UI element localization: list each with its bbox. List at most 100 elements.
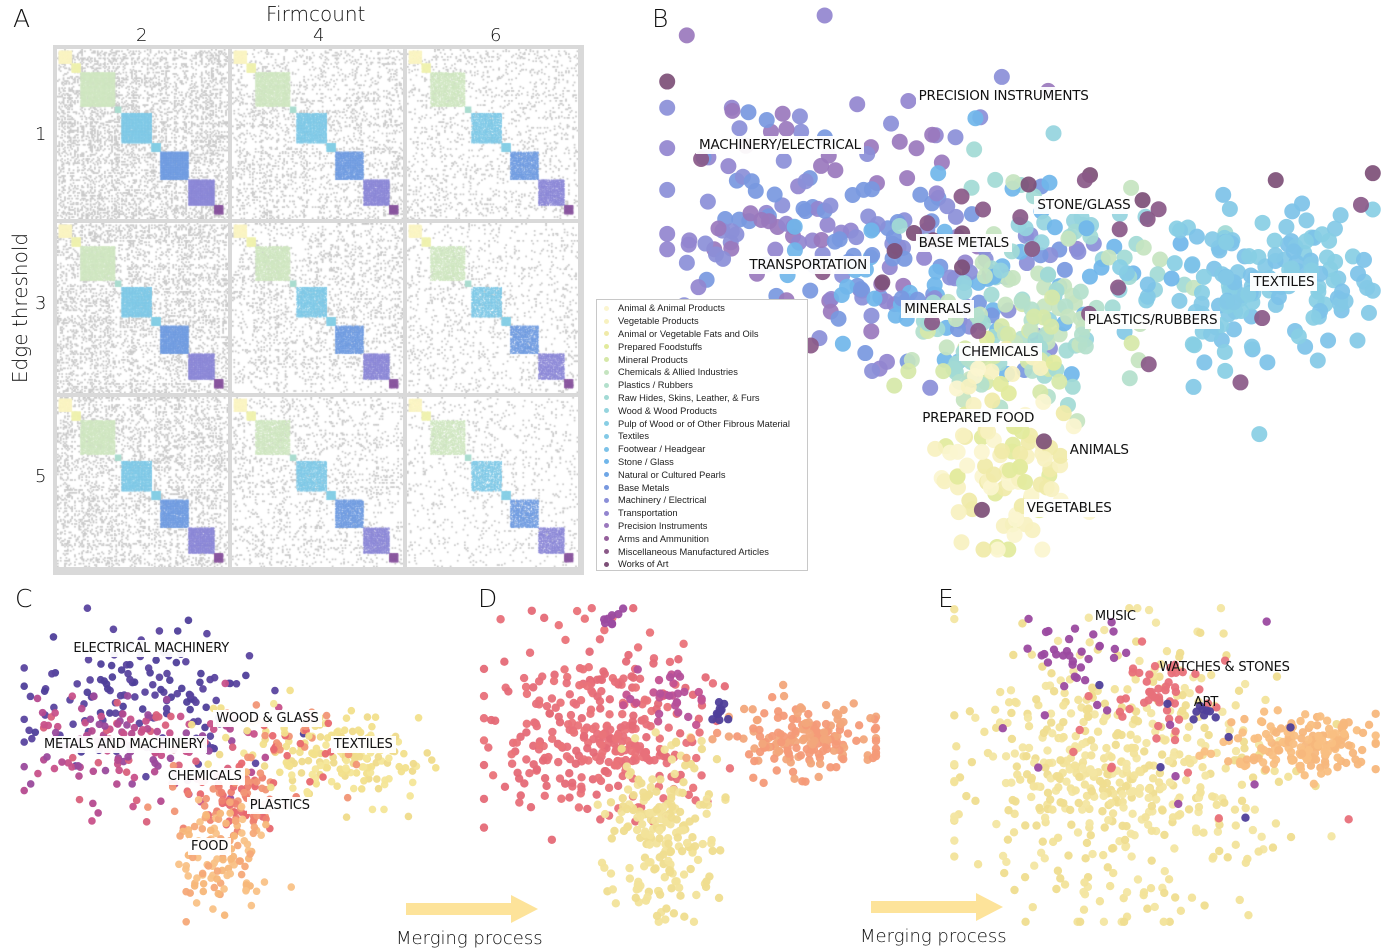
- data-point: [548, 727, 557, 737]
- data-point: [600, 809, 610, 819]
- data-point: [68, 753, 77, 762]
- data-point: [260, 762, 269, 770]
- data-point: [183, 698, 191, 706]
- data-point: [1105, 881, 1115, 891]
- data-point: [1155, 698, 1164, 707]
- data-point: [1195, 268, 1212, 285]
- data-point: [333, 728, 341, 736]
- data-point: [1261, 765, 1271, 774]
- data-point: [1237, 780, 1247, 789]
- data-point: [88, 817, 96, 825]
- data-point: [966, 141, 983, 158]
- data-point: [1290, 328, 1307, 345]
- legend-item: Plastics / Rubbers: [597, 379, 807, 392]
- data-point: [1241, 813, 1250, 822]
- data-point: [1161, 686, 1170, 695]
- data-point: [215, 750, 224, 759]
- data-point: [1150, 902, 1159, 912]
- data-point: [261, 753, 270, 762]
- data-point: [1147, 826, 1156, 836]
- data-point: [88, 727, 96, 735]
- data-point: [678, 27, 695, 44]
- data-point: [970, 294, 987, 311]
- data-point: [176, 832, 184, 840]
- data-point: [714, 893, 724, 903]
- data-point: [1188, 228, 1205, 245]
- cluster-label: PRECISION INSTRUMENTS: [915, 87, 1092, 106]
- data-point: [697, 771, 706, 780]
- panel-b-letter: B: [652, 4, 669, 33]
- data-point: [1311, 755, 1321, 764]
- legend-item: Footwear / Headgear: [597, 443, 807, 456]
- panel-d-letter: D: [478, 584, 498, 613]
- data-point: [532, 765, 542, 774]
- data-point: [237, 870, 246, 879]
- data-point: [618, 709, 627, 719]
- data-point: [1125, 704, 1134, 714]
- data-point: [368, 805, 377, 814]
- data-point: [155, 627, 164, 635]
- data-point: [950, 711, 959, 720]
- data-point: [123, 721, 131, 729]
- data-point: [868, 753, 878, 763]
- cluster-label: MINERALS: [901, 299, 975, 318]
- data-point: [289, 746, 297, 755]
- data-point: [1271, 755, 1281, 765]
- data-point: [1170, 893, 1180, 902]
- data-point: [610, 677, 620, 687]
- data-point: [1080, 878, 1089, 887]
- data-point: [1043, 481, 1060, 498]
- data-point: [226, 869, 235, 878]
- cluster-label: MUSIC: [1094, 608, 1136, 624]
- data-point: [1148, 677, 1158, 686]
- data-point: [1178, 706, 1187, 716]
- data-point: [1152, 251, 1169, 268]
- data-point: [1171, 727, 1180, 736]
- data-point: [585, 647, 594, 656]
- data-point: [1300, 771, 1309, 780]
- data-point: [1056, 756, 1065, 765]
- data-point: [94, 809, 102, 817]
- data-point: [238, 815, 247, 824]
- data-point: [611, 899, 621, 908]
- data-point: [597, 686, 606, 696]
- data-point: [204, 862, 213, 870]
- data-point: [1221, 200, 1238, 217]
- data-point: [1314, 731, 1323, 741]
- data-point: [1254, 214, 1271, 231]
- data-point: [1029, 782, 1038, 791]
- data-point: [1160, 888, 1169, 898]
- data-point: [673, 708, 683, 717]
- cluster-label: ANIMALS: [1066, 441, 1132, 460]
- legend-marker-icon: [604, 549, 609, 555]
- data-point: [826, 763, 835, 772]
- data-point: [373, 775, 381, 783]
- data-point: [1197, 674, 1206, 683]
- data-point: [567, 718, 577, 728]
- data-point: [673, 669, 682, 679]
- data-point: [1355, 251, 1372, 268]
- data-point: [922, 379, 939, 396]
- data-point: [994, 443, 1011, 460]
- data-point: [1076, 172, 1093, 189]
- data-point: [620, 721, 630, 730]
- data-point: [997, 296, 1014, 313]
- data-point: [874, 274, 891, 291]
- data-point: [1257, 832, 1266, 841]
- data-point: [231, 816, 240, 825]
- data-point: [1064, 851, 1073, 860]
- data-point: [1056, 874, 1065, 883]
- data-point: [1120, 835, 1130, 845]
- legend-item: Transportation: [597, 507, 807, 520]
- legend-marker-icon: [604, 369, 609, 375]
- data-point: [1111, 740, 1121, 750]
- data-point: [682, 753, 691, 763]
- data-point: [686, 864, 695, 874]
- data-point: [1259, 746, 1269, 755]
- data-point: [1059, 717, 1068, 727]
- data-point: [1171, 292, 1188, 309]
- data-point: [1121, 370, 1138, 387]
- data-point: [243, 777, 252, 785]
- data-point: [235, 857, 244, 865]
- data-point: [606, 798, 616, 807]
